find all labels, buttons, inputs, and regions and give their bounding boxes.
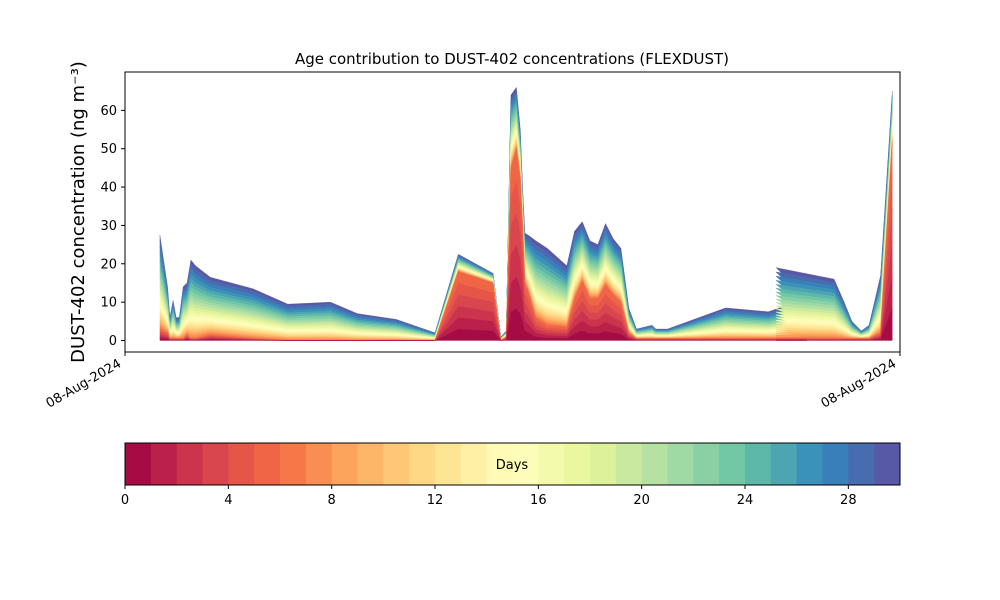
chart-title: Age contribution to DUST-402 concentrati… xyxy=(295,50,729,68)
colorbar-bin-18 xyxy=(590,443,617,485)
y-tick-label: 20 xyxy=(100,257,117,272)
stacked-areas xyxy=(159,86,893,341)
colorbar-tick-label: 24 xyxy=(737,493,754,508)
colorbar-tick-label: 28 xyxy=(840,493,857,508)
x-tick-label-left: 08-Aug-2024 xyxy=(44,356,124,411)
colorbar-bin-21 xyxy=(667,443,694,485)
colorbar-bin-25 xyxy=(770,443,798,485)
plot-area xyxy=(124,71,901,353)
colorbar-bin-2 xyxy=(176,443,203,485)
x-axis: 08-Aug-2024 08-Aug-2024 xyxy=(44,352,901,412)
colorbar-bin-19 xyxy=(615,443,643,485)
colorbar-tick-label: 8 xyxy=(328,493,336,508)
colorbar-bin-10 xyxy=(383,443,410,485)
colorbar-bin-0 xyxy=(125,443,152,485)
colorbar-label: Days xyxy=(496,458,529,473)
colorbar-bin-8 xyxy=(331,443,358,485)
colorbar-bin-12 xyxy=(435,443,462,485)
colorbar-ticks: 0 4 8 12 16 20 24 28 xyxy=(121,485,857,508)
colorbar-frame xyxy=(124,442,901,486)
colorbar-bin-20 xyxy=(641,443,668,485)
colorbar-bin-22 xyxy=(693,443,720,485)
colorbar-tick-label: 12 xyxy=(427,493,444,508)
y-tick-label: 60 xyxy=(100,104,117,119)
y-tick-label: 40 xyxy=(100,181,117,196)
colorbar-bin-11 xyxy=(409,443,436,485)
colorbar-bin-9 xyxy=(357,443,384,485)
colorbar-bin-16 xyxy=(538,443,565,485)
colorbar-bin-7 xyxy=(305,443,333,485)
colorbar-bin-27 xyxy=(822,443,849,485)
colorbar-bin-4 xyxy=(228,443,255,485)
colorbar-bin-3 xyxy=(202,443,229,485)
colorbar-bin-23 xyxy=(719,443,746,485)
x-tick-label-right: 08-Aug-2024 xyxy=(819,356,899,411)
colorbar-bin-29 xyxy=(874,443,901,485)
age-bin-area-0 xyxy=(159,307,893,341)
colorbar-tick-label: 20 xyxy=(633,493,650,508)
colorbar-bin-24 xyxy=(745,443,772,485)
colorbar-tick-label: 16 xyxy=(530,493,547,508)
colorbar-tick-label: 0 xyxy=(121,493,129,508)
colorbar-bin-14 xyxy=(486,443,513,485)
colorbar-bin-15 xyxy=(512,443,539,485)
y-tick-label: 30 xyxy=(100,219,117,234)
colorbar-bin-13 xyxy=(460,443,488,485)
y-tick-label: 10 xyxy=(100,296,117,311)
colorbar-bin-1 xyxy=(150,443,178,485)
axes-frame xyxy=(124,71,901,353)
colorbar-bin-28 xyxy=(848,443,875,485)
colorbar-bin-5 xyxy=(254,443,281,485)
y-tick-label: 50 xyxy=(100,142,117,157)
colorbar-tick-label: 4 xyxy=(224,493,232,508)
colorbar-bin-26 xyxy=(796,443,823,485)
colorbar: Days 0 4 8 12 16 20 24 28 xyxy=(121,442,901,508)
colorbar-bins xyxy=(125,443,901,485)
y-axis-label: DUST-402 concentration (ng m⁻³) xyxy=(68,61,89,363)
y-axis: 0 10 20 30 40 50 60 xyxy=(100,104,125,349)
colorbar-bin-6 xyxy=(280,443,307,485)
colorbar-bin-17 xyxy=(564,443,591,485)
y-tick-label: 0 xyxy=(109,334,117,349)
